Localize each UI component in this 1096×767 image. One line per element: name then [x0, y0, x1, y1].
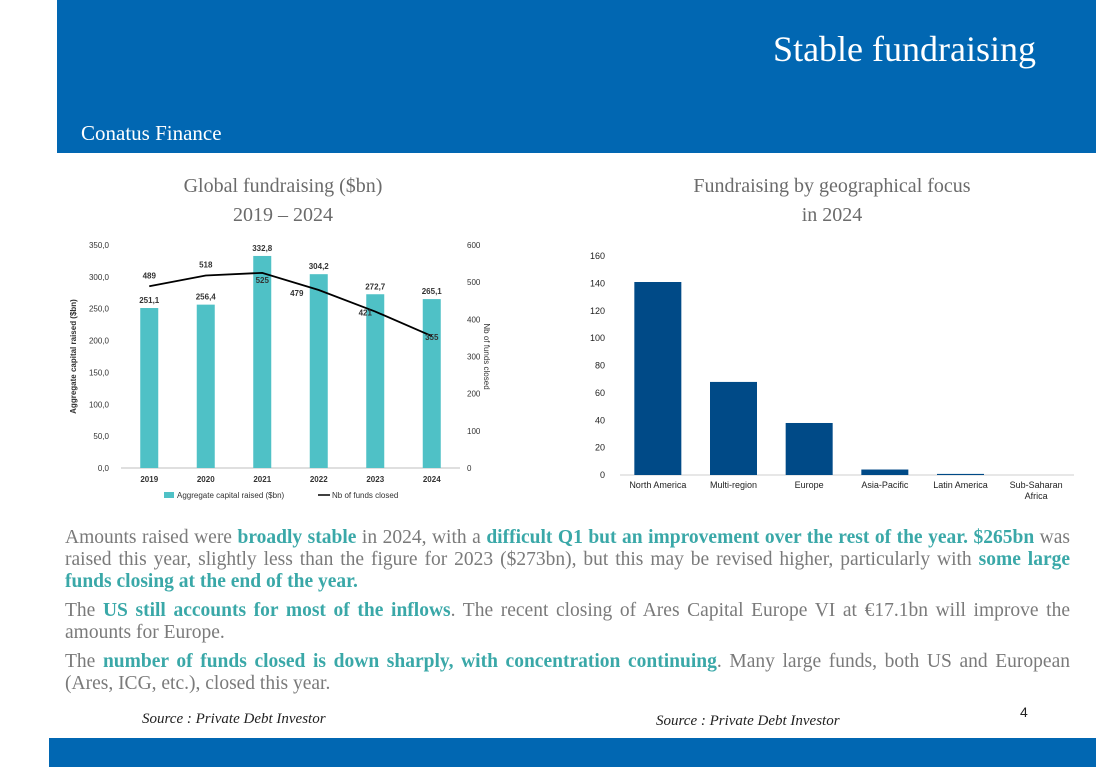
bar-latin-america [937, 473, 984, 475]
brand-name: Conatus Finance [81, 121, 222, 145]
x-tick-label: Latin America [933, 480, 988, 490]
right-tick-label: 200 [467, 390, 481, 399]
p3-run-0: The [65, 651, 103, 672]
line-value-label: 525 [256, 276, 270, 285]
bar-europe [785, 422, 833, 475]
x-tick-label: Africa [1025, 491, 1048, 501]
bar-2021 [253, 255, 272, 468]
p2-run-0: The [65, 600, 103, 621]
y-tick-label: 0 [600, 470, 605, 480]
bar-value-label: 332,8 [252, 244, 273, 253]
chart1-global-fundraising: 0,0 50,0 100,0 150,0 200,0 250,0 300,0 350,0 0 10… [69, 241, 491, 500]
chart1-title-line2: 2019 – 2024 [233, 204, 333, 226]
source-left: Source : Private Debt Investor [142, 711, 326, 727]
bar-2024 [422, 299, 441, 468]
line-value-label: 489 [143, 271, 157, 280]
line-value-label: 355 [425, 333, 439, 342]
chart1-title: Global fundraising ($bn) 2019 – 2024 [133, 172, 433, 230]
p1-run-3-highlight: difficult Q1 but an improvement over the… [486, 527, 1035, 548]
p3-run-2: . Many large funds, both US and European… [65, 651, 1070, 694]
bar-2019 [140, 308, 159, 468]
x-tick-label: 2022 [310, 475, 328, 484]
bar-asia-pacific [861, 469, 909, 475]
p1-run-2: in 2024, with a [356, 527, 487, 548]
chart2-title-line2: in 2024 [801, 204, 863, 226]
bar-value-label: 251,1 [139, 296, 160, 305]
bar-2020 [196, 304, 215, 468]
chart2-title: Fundraising by geographical focus in 202… [632, 172, 1032, 230]
right-tick-label: 0 [467, 464, 472, 473]
legend-label-line: Nb of funds closed [332, 491, 398, 500]
footer-bar [49, 738, 1096, 767]
right-tick-label: 600 [467, 241, 481, 250]
x-tick-label: 2023 [366, 475, 384, 484]
right-tick-label: 300 [467, 353, 481, 362]
legend-label-bars: Aggregate capital raised ($bn) [177, 491, 285, 500]
x-tick-label: 2021 [253, 475, 271, 484]
bar-value-label: 272,7 [365, 282, 386, 291]
y-axis-right-title: Nb of funds closed [482, 323, 491, 389]
right-tick-label: 400 [467, 315, 481, 324]
p1-run-1-highlight: broadly stable [237, 527, 357, 548]
x-tick-label: 2024 [423, 475, 441, 484]
p1-run-4: was raised this year, slightly less than… [65, 527, 1071, 570]
legend-swatch-bars [164, 492, 174, 498]
y-tick-label: 40 [595, 415, 605, 425]
right-tick-label: 100 [467, 427, 481, 436]
line-nb-funds-closed [149, 271, 433, 337]
x-tick-label: 2019 [140, 475, 158, 484]
page-number: 4 [1020, 704, 1028, 720]
y-tick-label: 20 [595, 443, 605, 453]
paragraph-2: The US still accounts for most of the in… [65, 600, 1070, 644]
left-tick-label: 100,0 [89, 400, 110, 409]
left-tick-label: 0,0 [98, 464, 110, 473]
p2-run-1-highlight: US still accounts for most of the inflow… [102, 600, 451, 621]
bar-value-label: 256,4 [196, 293, 217, 302]
bar-north-america [634, 282, 682, 475]
paragraph-3: The number of funds closed is down sharp… [65, 651, 1070, 695]
y-tick-label: 120 [590, 306, 605, 316]
y-tick-label: 60 [595, 388, 605, 398]
source-right: Source : Private Debt Investor [656, 713, 840, 729]
line-value-label: 479 [290, 289, 304, 298]
line-value-label: 518 [199, 260, 213, 269]
left-tick-label: 250,0 [89, 305, 110, 314]
page-title: Stable fundraising [773, 29, 1036, 69]
left-tick-label: 200,0 [89, 337, 110, 346]
left-tick-label: 150,0 [89, 368, 110, 377]
header-bar: Stable fundraising Conatus Finance [57, 0, 1096, 153]
y-tick-label: 80 [595, 361, 605, 371]
right-tick-label: 500 [467, 278, 481, 287]
line-value-label: 421 [359, 309, 373, 318]
x-tick-label: 2020 [197, 475, 215, 484]
bar-value-label: 304,2 [309, 262, 330, 271]
x-tick-label: Asia-Pacific [861, 480, 909, 490]
bar-multi-region [710, 381, 757, 475]
y-tick-label: 160 [590, 251, 605, 261]
y-axis-left-title: Aggregate capital raised ($bn) [69, 299, 78, 414]
left-tick-label: 300,0 [89, 273, 110, 282]
body-text: Amounts raised were broadly stable in 20… [65, 527, 1070, 702]
y-tick-label: 140 [590, 278, 605, 288]
bar-2023 [366, 294, 385, 468]
p1-run-0: Amounts raised were [65, 527, 238, 548]
bar-value-label: 265,1 [422, 287, 443, 296]
chart1-title-line1: Global fundraising ($bn) [183, 175, 383, 197]
p1-run-5-highlight: some large funds closing at the end of t… [65, 549, 1070, 592]
x-tick-label: North America [629, 480, 686, 490]
left-tick-label: 350,0 [89, 241, 110, 250]
chart2-geographical-focus: 0 20 40 60 80 100 120 140 160 North America Multi-… [590, 251, 1074, 501]
x-tick-label: Sub-Saharan [1010, 480, 1063, 490]
paragraph-1: Amounts raised were broadly stable in 20… [65, 527, 1070, 593]
p2-run-2: . The recent closing of Ares Capital Eur… [65, 600, 1070, 643]
chart2-title-line1: Fundraising by geographical focus [693, 175, 971, 197]
x-tick-label: Europe [795, 480, 824, 490]
bar-2022 [309, 274, 328, 468]
p3-run-1-highlight: number of funds closed is down sharply, … [102, 651, 717, 672]
left-tick-label: 50,0 [93, 432, 109, 441]
x-tick-label: Multi-region [710, 480, 757, 490]
y-tick-label: 100 [590, 333, 605, 343]
